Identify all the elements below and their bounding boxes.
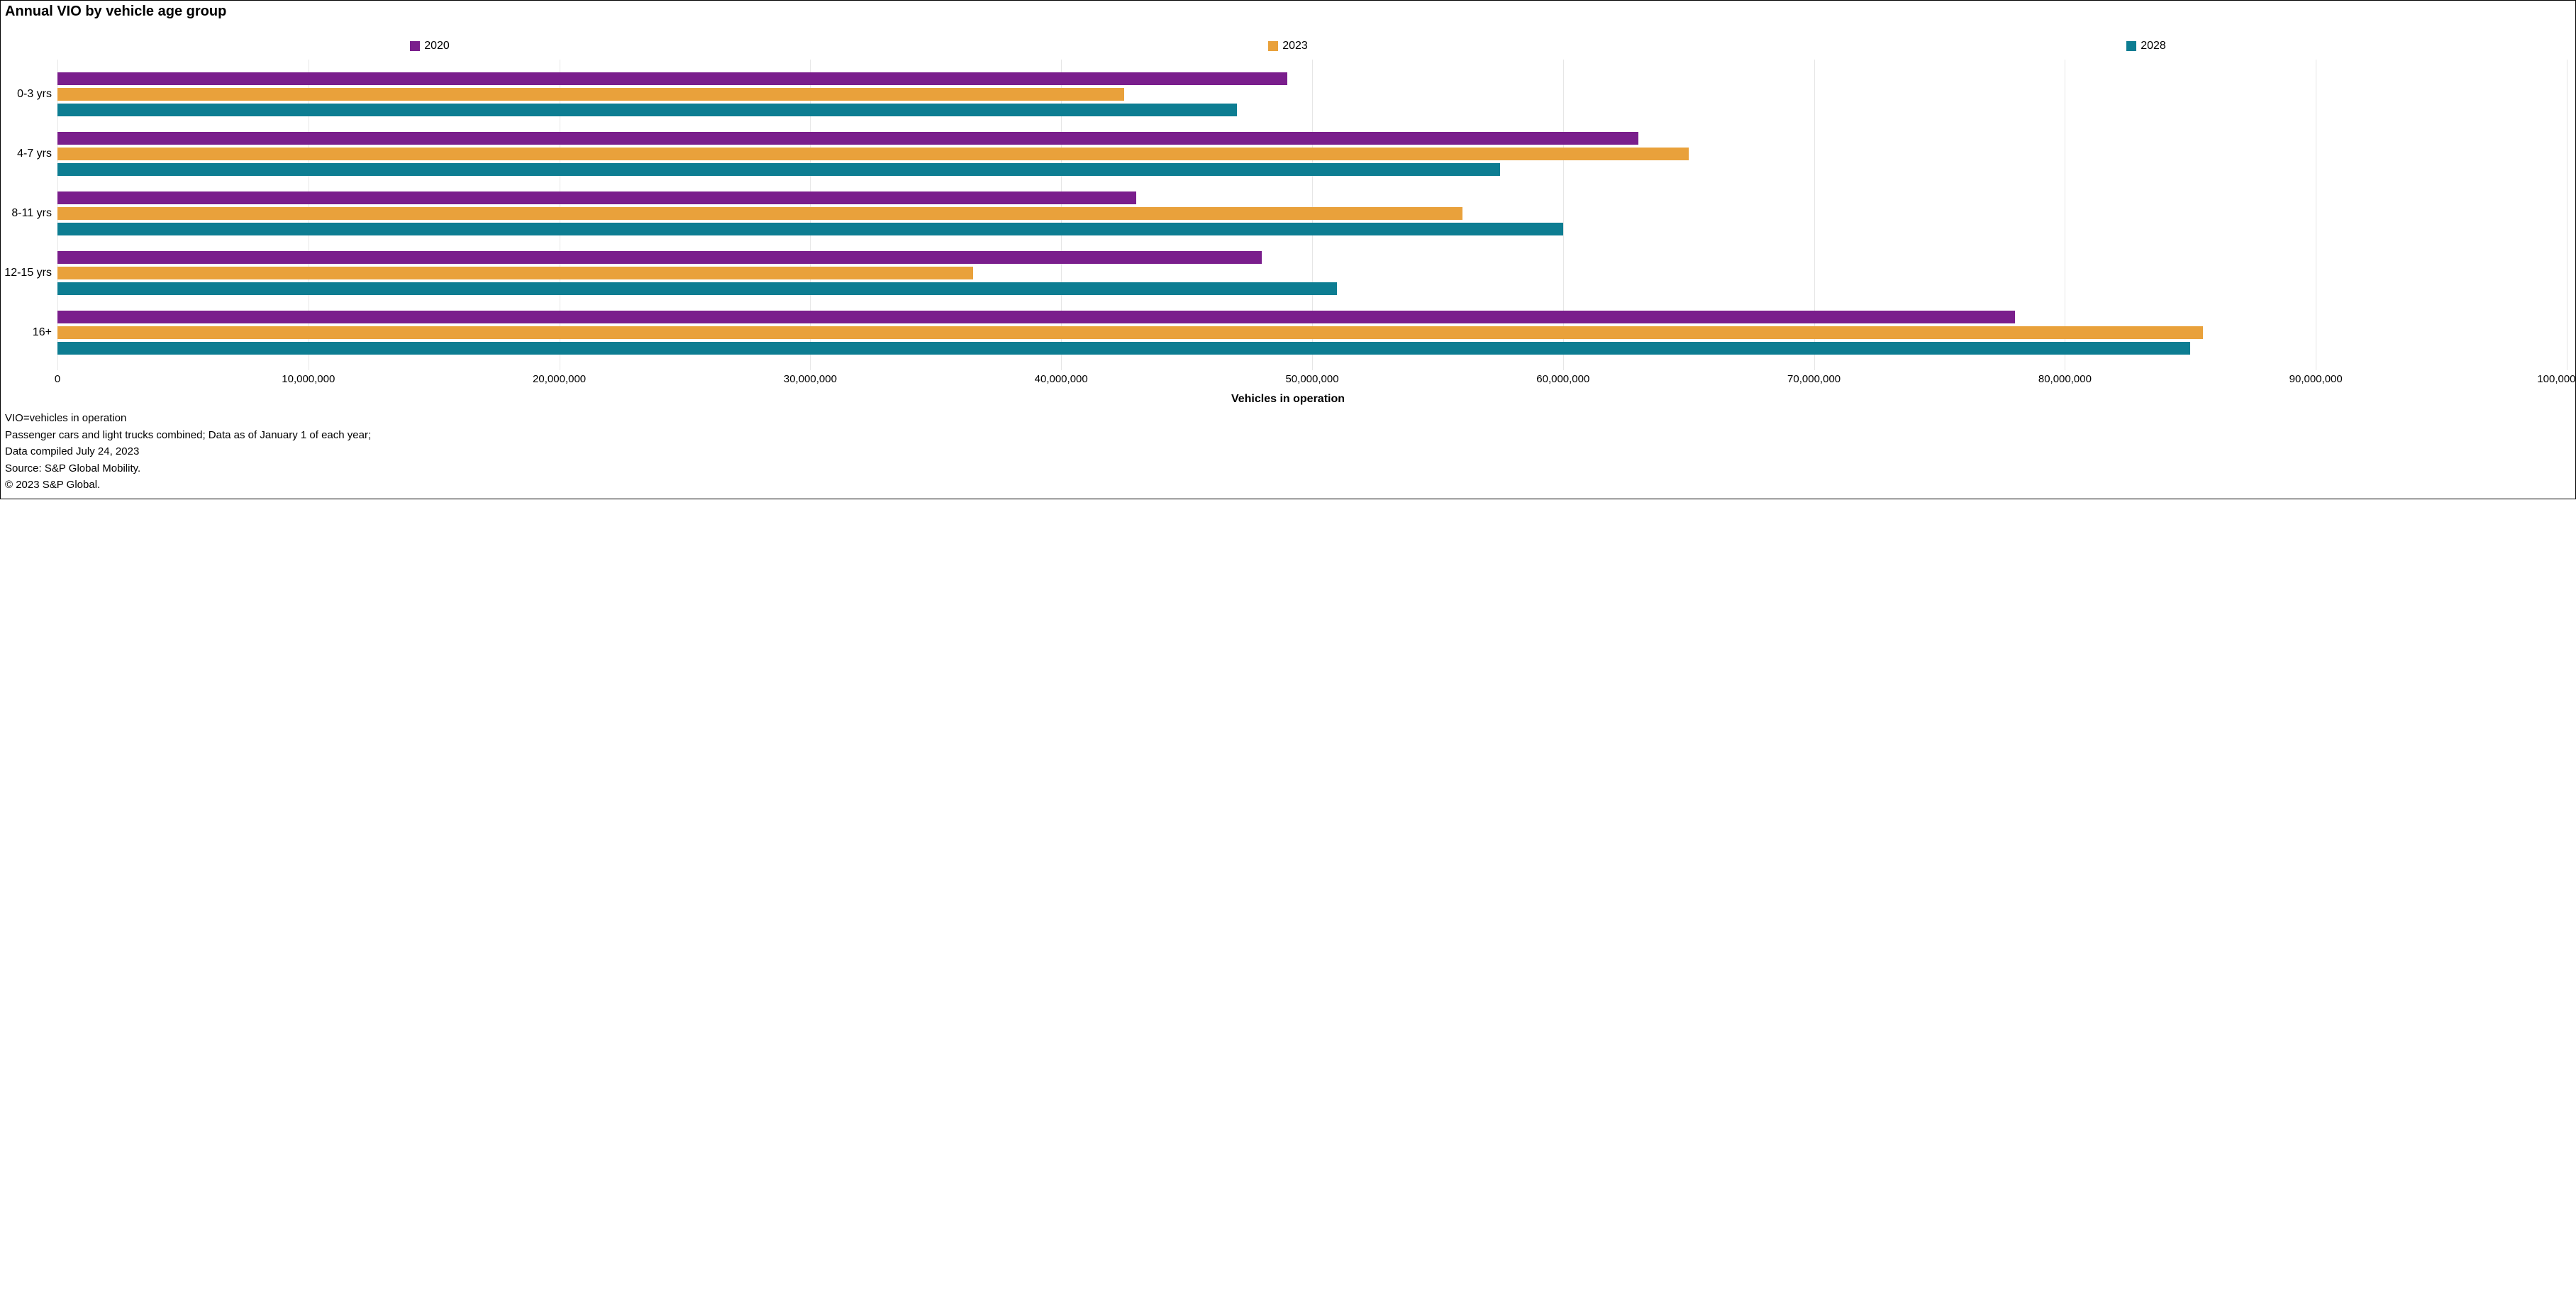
footnote-line: Source: S&P Global Mobility. [5,461,2571,477]
bar [57,72,1287,85]
legend-swatch [410,41,420,51]
bar [57,326,2203,339]
x-tick-label: 10,000,000 [282,373,335,385]
gridline [1563,60,1564,370]
bar [57,207,1462,220]
footnote-line: VIO=vehicles in operation [5,411,2571,427]
legend-item-2020: 2020 [1,40,859,52]
x-tick-label: 90,000,000 [2289,373,2343,385]
x-tick-label: 0 [55,373,60,385]
bar [57,251,1262,264]
footnotes: VIO=vehicles in operation Passenger cars… [1,409,2575,499]
bar [57,282,1337,295]
legend-swatch [2126,41,2136,51]
y-axis-labels: 0-3 yrs 4-7 yrs 8-11 yrs 12-15 yrs 16+ [1,60,57,370]
legend-item-2023: 2023 [859,40,1717,52]
footnote-line: © 2023 S&P Global. [5,477,2571,494]
bar [57,148,1689,160]
y-axis-label: 16+ [33,326,52,339]
footnote-line: Passenger cars and light trucks combined… [5,428,2571,444]
bar [57,88,1124,101]
x-tick-label: 40,000,000 [1035,373,1088,385]
legend-label: 2028 [2141,40,2166,52]
bar [57,163,1500,176]
legend-label: 2023 [1282,40,1308,52]
bar [57,342,2190,355]
legend-item-2028: 2028 [1717,40,2575,52]
y-axis-label: 12-15 yrs [4,267,52,279]
x-tick-label: 30,000,000 [784,373,837,385]
x-axis: 0 10,000,000 20,000,000 30,000,000 40,000,00… [1,370,2575,389]
plot [57,60,2567,370]
x-tick-label: 60,000,000 [1536,373,1589,385]
gridline [1814,60,1815,370]
bar [57,104,1237,116]
bar [57,191,1136,204]
plot-area: 0-3 yrs 4-7 yrs 8-11 yrs 12-15 yrs 16+ [1,60,2575,370]
x-tick-label: 50,000,000 [1285,373,1338,385]
x-axis-ticks: 0 10,000,000 20,000,000 30,000,000 40,000,00… [57,373,2567,389]
x-tick-label: 80,000,000 [2038,373,2092,385]
bar [57,132,1638,145]
legend-label: 2020 [424,40,450,52]
y-axis-label: 4-7 yrs [17,148,52,160]
x-tick-label: 70,000,000 [1787,373,1841,385]
bar [57,223,1563,235]
x-tick-label: 100,000,000 [2537,373,2576,385]
y-axis-label: 8-11 yrs [11,207,52,220]
chart-frame: Annual VIO by vehicle age group 2020 2023… [0,0,2576,499]
x-tick-label: 20,000,000 [533,373,586,385]
y-axis-label: 0-3 yrs [17,88,52,101]
bar [57,267,973,279]
legend-swatch [1268,41,1278,51]
footnote-line: Data compiled July 24, 2023 [5,444,2571,460]
legend: 2020 2023 2028 [1,20,2575,60]
bar [57,311,2015,323]
chart-title: Annual VIO by vehicle age group [1,1,2575,20]
x-axis-title: Vehicles in operation [1,389,2575,409]
